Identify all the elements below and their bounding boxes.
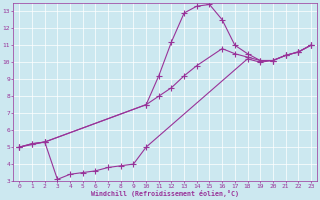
X-axis label: Windchill (Refroidissement éolien,°C): Windchill (Refroidissement éolien,°C) <box>91 190 239 197</box>
